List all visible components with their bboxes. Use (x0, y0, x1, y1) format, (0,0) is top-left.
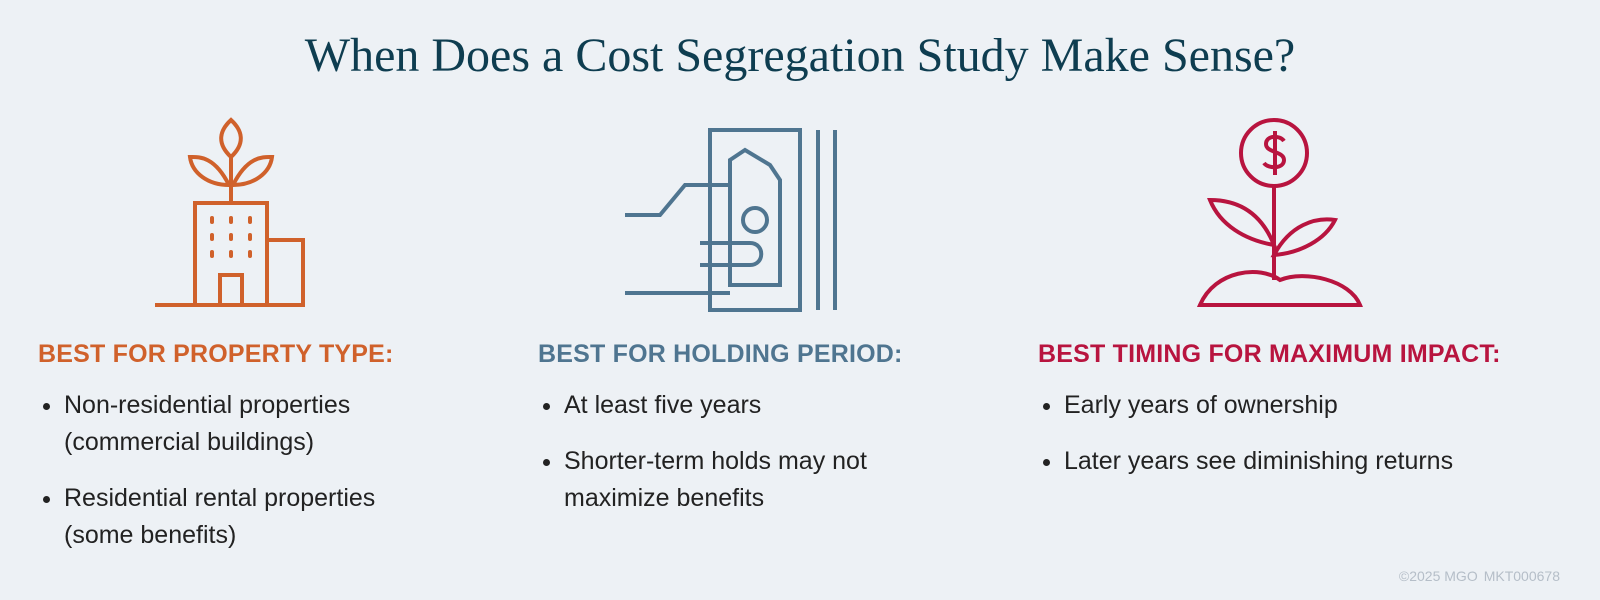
bullet: Residential rental properties (some bene… (64, 480, 424, 554)
bullet: At least five years (564, 387, 924, 424)
column-heading: BEST FOR HOLDING PERIOD: (538, 340, 903, 368)
money-plant-icon (1196, 118, 1363, 307)
bullet-list: Early years of ownership Later years see… (1038, 387, 1584, 480)
code: MKT000678 (1483, 568, 1560, 584)
building-icon (155, 117, 305, 307)
bullet: Later years see diminishing returns (1064, 443, 1584, 480)
money-hand-icon (625, 128, 837, 312)
bullet-list: Non-residential properties (commercial b… (38, 387, 424, 554)
footer: ©2025 MGO MKT000678 (1393, 568, 1560, 584)
title: When Does a Cost Segregation Study Make … (304, 29, 1296, 82)
bullet-list: At least five years Shorter-term holds m… (538, 387, 924, 517)
column: BEST TIMING FOR MAXIMUM IMPACT: Early ye… (1038, 340, 1584, 499)
copyright: ©2025 MGO (1398, 568, 1478, 584)
bullet: Shorter-term holds may not maximize bene… (564, 443, 924, 517)
column-heading: BEST TIMING FOR MAXIMUM IMPACT: (1038, 340, 1501, 368)
bullet: Early years of ownership (1064, 387, 1584, 424)
column-heading: BEST FOR PROPERTY TYPE: (38, 340, 394, 368)
column: BEST FOR PROPERTY TYPE: Non-residential … (38, 340, 424, 573)
bullet: Non-residential properties (commercial b… (64, 387, 424, 461)
column: BEST FOR HOLDING PERIOD: At least five y… (538, 340, 924, 536)
